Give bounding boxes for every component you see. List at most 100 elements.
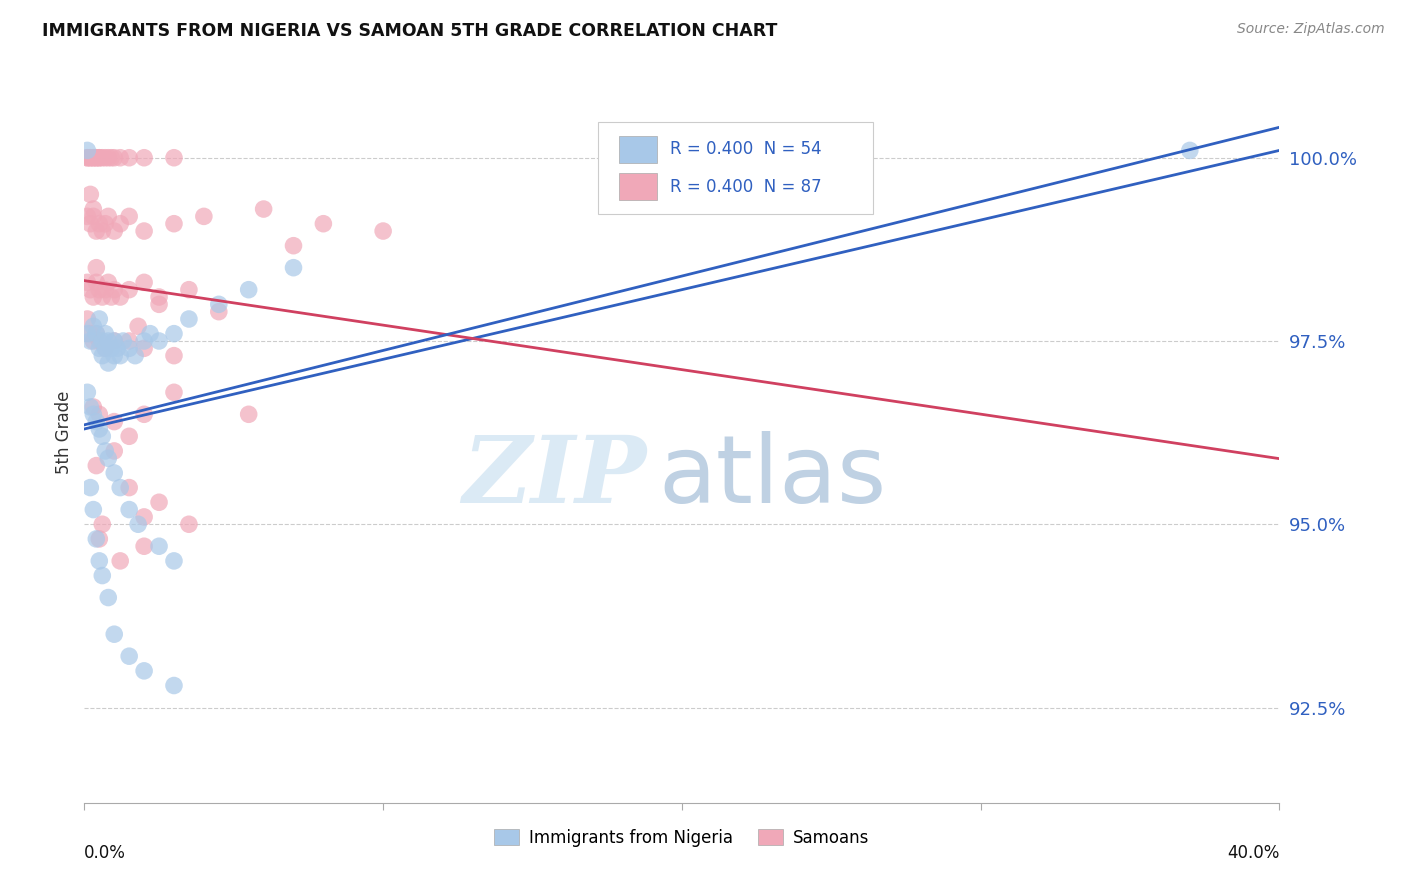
Point (79, 151, 101, 165)
Point (76, 312, 98, 326)
Point (97, 276, 120, 290)
Point (208, 304, 231, 318)
Point (86, 532, 108, 546)
Point (100, 151, 122, 165)
Point (103, 151, 125, 165)
Point (103, 334, 125, 348)
Point (208, 297, 231, 311)
Point (79, 400, 101, 414)
Text: ZIP: ZIP (461, 432, 647, 522)
Point (82, 400, 104, 414)
Point (79, 283, 101, 297)
Point (177, 517, 200, 532)
Point (89, 312, 111, 326)
Point (89, 422, 111, 436)
Point (89, 532, 111, 546)
Text: atlas: atlas (658, 431, 886, 523)
Point (148, 495, 170, 509)
Point (89, 151, 111, 165)
Point (148, 290, 170, 304)
Point (110, 349, 132, 363)
Point (163, 217, 186, 231)
Point (118, 429, 141, 443)
Point (97, 334, 120, 348)
Point (132, 664, 156, 678)
Point (163, 554, 186, 568)
Point (163, 679, 186, 693)
Point (103, 283, 125, 297)
Point (163, 385, 186, 400)
Point (103, 444, 125, 458)
Point (97, 210, 120, 224)
Point (86, 458, 108, 473)
Point (97, 591, 120, 605)
Legend: Immigrants from Nigeria, Samoans: Immigrants from Nigeria, Samoans (488, 822, 876, 854)
Point (89, 217, 111, 231)
Point (91, 349, 114, 363)
Point (76, 210, 98, 224)
Point (312, 217, 335, 231)
Point (86, 260, 108, 275)
Point (124, 349, 146, 363)
Point (110, 290, 132, 304)
Text: R = 0.400  N = 87: R = 0.400 N = 87 (671, 178, 821, 195)
Point (79, 187, 101, 202)
FancyBboxPatch shape (619, 173, 657, 200)
Point (86, 224, 108, 238)
Point (76, 144, 98, 158)
Point (163, 349, 186, 363)
Point (94, 217, 117, 231)
Point (91, 224, 114, 238)
Point (110, 217, 132, 231)
Point (110, 554, 132, 568)
Point (103, 627, 125, 641)
Point (148, 539, 170, 553)
Point (132, 334, 156, 348)
Point (100, 341, 122, 355)
Point (94, 341, 117, 355)
Point (94, 444, 117, 458)
Point (82, 202, 104, 216)
Point (76, 385, 98, 400)
Point (238, 407, 260, 421)
Point (91, 334, 114, 348)
Point (118, 341, 141, 355)
Point (76, 326, 98, 341)
Point (79, 217, 101, 231)
Point (91, 568, 114, 582)
Point (89, 151, 111, 165)
Point (163, 326, 186, 341)
Point (132, 341, 156, 355)
Point (82, 407, 104, 421)
Point (132, 224, 156, 238)
Point (110, 151, 132, 165)
Point (86, 326, 108, 341)
Point (89, 334, 111, 348)
Point (86, 151, 108, 165)
Point (76, 151, 98, 165)
Point (148, 297, 170, 311)
Point (97, 151, 120, 165)
Point (163, 151, 186, 165)
Point (79, 481, 101, 495)
FancyBboxPatch shape (599, 121, 873, 214)
Point (91, 517, 114, 532)
Point (118, 334, 141, 348)
Point (110, 481, 132, 495)
Point (193, 210, 215, 224)
Point (132, 510, 156, 524)
Point (91, 429, 114, 443)
FancyBboxPatch shape (619, 136, 657, 162)
Y-axis label: 5th Grade: 5th Grade (55, 391, 73, 475)
Point (86, 276, 108, 290)
Point (118, 649, 141, 664)
Point (132, 407, 156, 421)
Point (86, 151, 108, 165)
Point (118, 210, 141, 224)
Text: 40.0%: 40.0% (1227, 844, 1279, 862)
Point (1178, 144, 1201, 158)
Point (82, 151, 104, 165)
Point (132, 539, 156, 553)
Point (97, 356, 120, 370)
Point (82, 290, 104, 304)
